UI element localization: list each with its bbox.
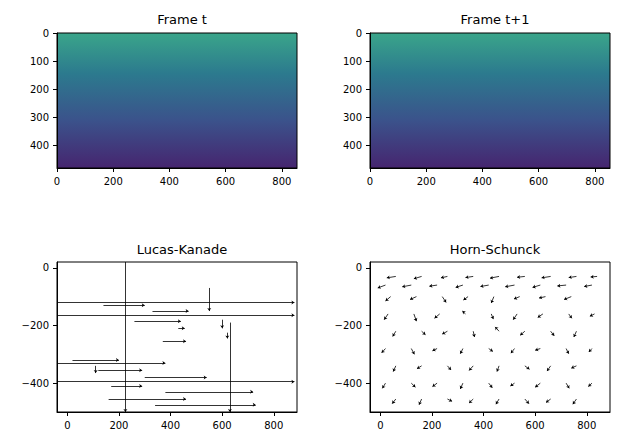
svg-text:400: 400 [473,176,492,187]
svg-text:0: 0 [43,262,49,273]
svg-text:0: 0 [356,262,362,273]
svg-text:200: 200 [422,420,441,431]
svg-text:300: 300 [343,112,362,123]
svg-text:−400: −400 [335,378,362,389]
svg-text:300: 300 [30,112,49,123]
svg-text:400: 400 [343,140,362,151]
svg-text:Frame t: Frame t [157,12,207,27]
svg-text:0: 0 [356,28,362,39]
svg-text:800: 800 [585,176,604,187]
svg-text:−200: −200 [335,320,362,331]
svg-text:600: 600 [213,420,232,431]
svg-text:200: 200 [30,84,49,95]
svg-text:Horn-Schunck: Horn-Schunck [450,242,541,257]
svg-text:0: 0 [64,420,70,431]
svg-text:Frame t+1: Frame t+1 [461,12,530,27]
svg-text:200: 200 [109,420,128,431]
svg-text:100: 100 [343,56,362,67]
svg-text:400: 400 [160,176,179,187]
svg-text:800: 800 [577,420,596,431]
svg-text:800: 800 [272,176,291,187]
svg-text:0: 0 [367,176,373,187]
svg-text:400: 400 [161,420,180,431]
svg-text:200: 200 [417,176,436,187]
svg-text:200: 200 [343,84,362,95]
svg-text:800: 800 [264,420,283,431]
svg-text:100: 100 [30,56,49,67]
svg-text:400: 400 [30,140,49,151]
svg-text:200: 200 [104,176,123,187]
svg-text:0: 0 [54,176,60,187]
svg-text:400: 400 [474,420,493,431]
svg-text:−400: −400 [22,378,49,389]
svg-text:600: 600 [526,420,545,431]
svg-text:Lucas-Kanade: Lucas-Kanade [137,242,228,257]
svg-text:−200: −200 [22,320,49,331]
svg-text:600: 600 [529,176,548,187]
svg-text:0: 0 [43,28,49,39]
svg-text:0: 0 [377,420,383,431]
svg-text:600: 600 [216,176,235,187]
